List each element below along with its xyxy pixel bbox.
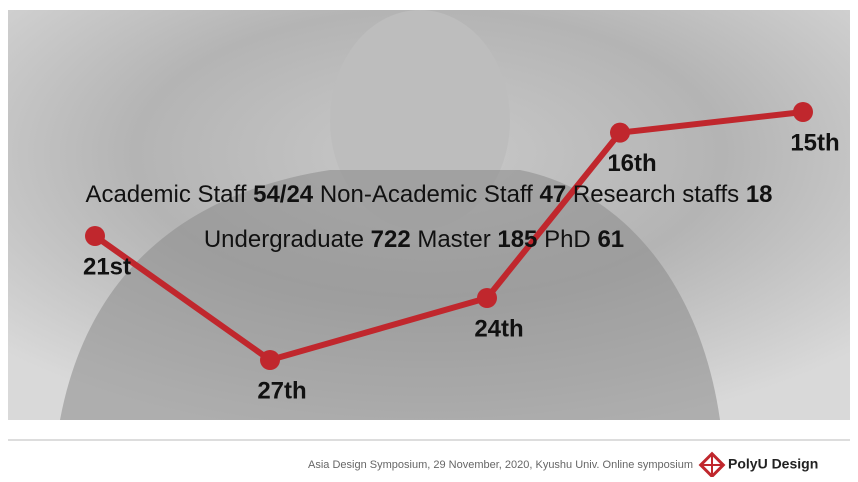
figure: 185 bbox=[497, 226, 537, 253]
point bbox=[793, 102, 813, 122]
label: Research staffs bbox=[566, 181, 746, 208]
figure: 722 bbox=[371, 226, 411, 253]
point bbox=[260, 350, 280, 370]
figure: 47 bbox=[539, 181, 566, 208]
data-label: 21st bbox=[83, 253, 131, 280]
logo-text: PolyU Design bbox=[728, 456, 818, 472]
label: Master bbox=[411, 226, 498, 253]
logo-icon bbox=[701, 454, 724, 477]
label: Non-Academic Staff bbox=[313, 181, 539, 208]
data-label: 15th bbox=[790, 129, 839, 156]
data-label: 27th bbox=[257, 377, 306, 404]
point bbox=[477, 288, 497, 308]
page: {"chart_data": {"type": "line", "categor… bbox=[0, 0, 858, 477]
data-label: 16th bbox=[607, 150, 656, 177]
label: Undergraduate bbox=[204, 226, 371, 253]
figure: 54/24 bbox=[253, 181, 314, 208]
label: PhD bbox=[537, 226, 597, 253]
slide: Asia Design Symposium, 29 November, 2020… bbox=[0, 0, 858, 477]
staff-line: Academic Staff 54/24 Non-Academic Staff … bbox=[85, 181, 772, 208]
figure: 61 bbox=[597, 226, 624, 253]
point bbox=[85, 226, 105, 246]
label: Academic Staff bbox=[85, 181, 253, 208]
figure: 18 bbox=[746, 181, 773, 208]
data-label: 24th bbox=[474, 315, 523, 342]
point bbox=[610, 123, 630, 143]
student-line: Undergraduate 722 Master 185 PhD 61 bbox=[204, 226, 624, 253]
footer-text: Asia Design Symposium, 29 November, 2020… bbox=[308, 459, 693, 471]
